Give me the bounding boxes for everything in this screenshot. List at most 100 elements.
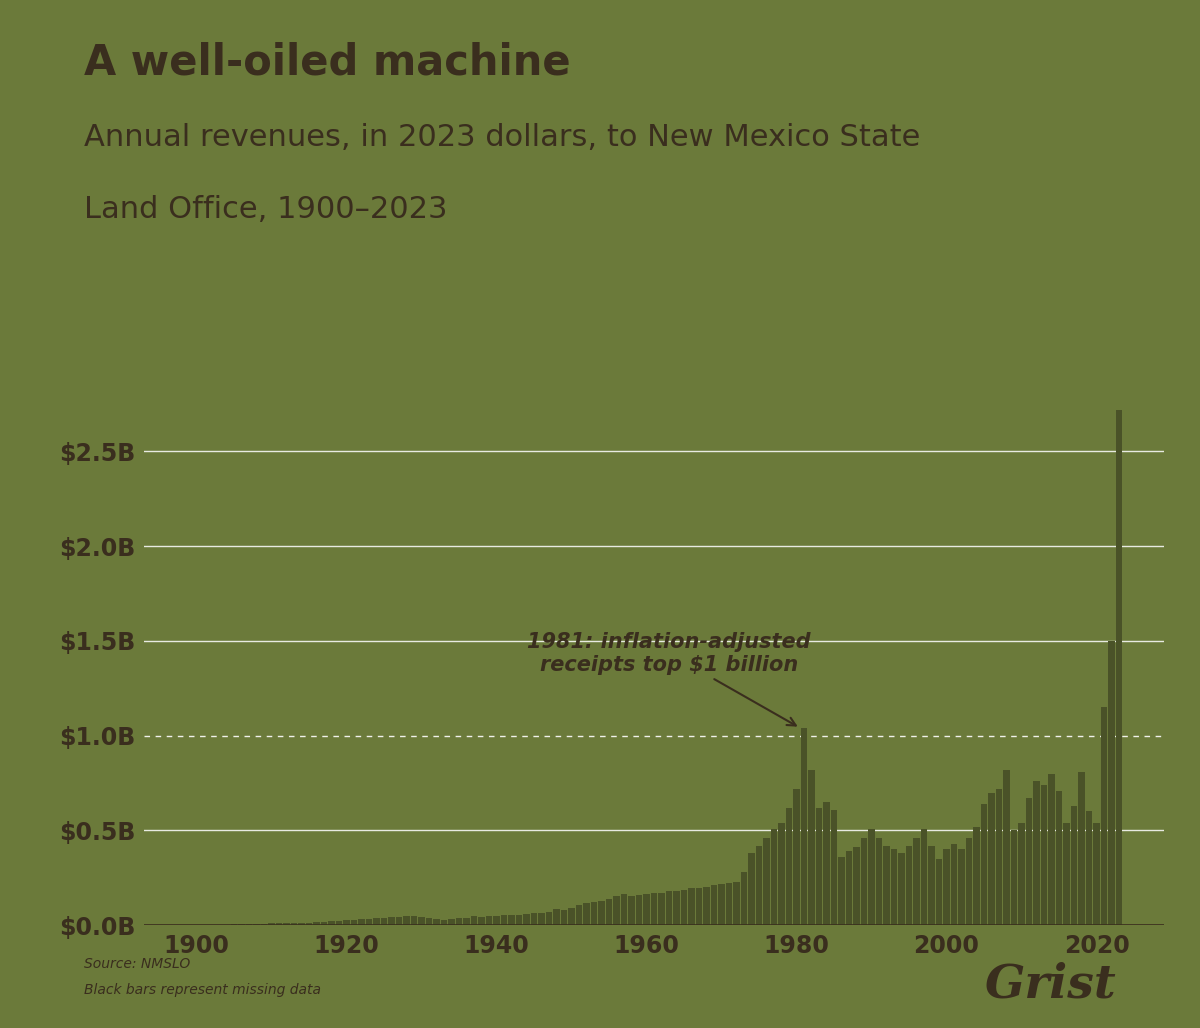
- Bar: [478, 917, 485, 925]
- Bar: [936, 858, 942, 925]
- Text: 1981: inflation-adjusted
receipts top $1 billion: 1981: inflation-adjusted receipts top $1…: [527, 632, 811, 726]
- Bar: [493, 916, 500, 925]
- Text: A well-oiled machine: A well-oiled machine: [84, 41, 571, 83]
- Bar: [320, 922, 328, 925]
- Bar: [726, 883, 732, 925]
- Bar: [1093, 822, 1100, 925]
- Bar: [396, 917, 402, 925]
- Bar: [418, 917, 425, 925]
- Bar: [703, 887, 710, 925]
- Bar: [598, 901, 605, 925]
- Bar: [898, 853, 905, 925]
- Bar: [688, 888, 695, 925]
- Bar: [966, 838, 972, 925]
- Bar: [508, 915, 515, 925]
- Bar: [846, 851, 852, 925]
- Text: Annual revenues, in 2023 dollars, to New Mexico State: Annual revenues, in 2023 dollars, to New…: [84, 123, 920, 152]
- Bar: [958, 849, 965, 925]
- Bar: [710, 885, 718, 925]
- Bar: [830, 810, 838, 925]
- Bar: [336, 921, 342, 925]
- Bar: [523, 914, 530, 925]
- Bar: [1070, 806, 1078, 925]
- Bar: [636, 895, 642, 925]
- Bar: [500, 915, 508, 925]
- Bar: [950, 844, 958, 925]
- Bar: [283, 923, 290, 925]
- Bar: [733, 882, 740, 925]
- Bar: [650, 893, 658, 925]
- Bar: [1086, 811, 1092, 925]
- Bar: [876, 838, 882, 925]
- Bar: [568, 908, 575, 925]
- Bar: [808, 770, 815, 925]
- Bar: [943, 849, 950, 925]
- Bar: [1040, 785, 1048, 925]
- Bar: [1063, 822, 1070, 925]
- Bar: [1048, 773, 1055, 925]
- Bar: [313, 922, 320, 925]
- Bar: [680, 889, 688, 925]
- Text: Land Office, 1900–2023: Land Office, 1900–2023: [84, 195, 448, 224]
- Bar: [560, 911, 568, 925]
- Bar: [1033, 781, 1040, 925]
- Bar: [350, 920, 358, 925]
- Bar: [786, 808, 792, 925]
- Bar: [756, 846, 762, 925]
- Bar: [883, 846, 890, 925]
- Bar: [388, 917, 395, 925]
- Bar: [868, 829, 875, 925]
- Bar: [996, 788, 1002, 925]
- Bar: [606, 900, 612, 925]
- Bar: [628, 895, 635, 925]
- Bar: [928, 846, 935, 925]
- Bar: [403, 917, 410, 925]
- Bar: [816, 808, 822, 925]
- Bar: [470, 916, 478, 925]
- Text: Black bars represent missing data: Black bars represent missing data: [84, 983, 322, 997]
- Bar: [778, 822, 785, 925]
- Bar: [260, 924, 268, 925]
- Bar: [823, 802, 830, 925]
- Bar: [440, 919, 448, 925]
- Bar: [290, 923, 298, 925]
- Bar: [793, 788, 800, 925]
- Bar: [516, 915, 522, 925]
- Bar: [546, 912, 552, 925]
- Bar: [1056, 791, 1062, 925]
- Bar: [433, 919, 440, 925]
- Bar: [246, 924, 252, 925]
- Bar: [380, 918, 388, 925]
- Bar: [643, 894, 650, 925]
- Bar: [988, 793, 995, 925]
- Bar: [590, 902, 598, 925]
- Bar: [1078, 772, 1085, 925]
- Bar: [973, 827, 980, 925]
- Bar: [1100, 707, 1108, 925]
- Bar: [576, 906, 582, 925]
- Bar: [980, 804, 988, 925]
- Bar: [448, 919, 455, 925]
- Bar: [770, 829, 778, 925]
- Bar: [658, 892, 665, 925]
- Bar: [1010, 831, 1018, 925]
- Bar: [740, 872, 748, 925]
- Bar: [906, 846, 912, 925]
- Bar: [1116, 409, 1122, 925]
- Bar: [613, 896, 620, 925]
- Bar: [748, 853, 755, 925]
- Bar: [298, 923, 305, 925]
- Text: Grist: Grist: [984, 961, 1116, 1007]
- Bar: [800, 728, 808, 925]
- Bar: [553, 909, 560, 925]
- Bar: [620, 894, 628, 925]
- Bar: [456, 918, 462, 925]
- Bar: [913, 838, 920, 925]
- Bar: [276, 923, 282, 925]
- Bar: [253, 924, 260, 925]
- Bar: [763, 838, 770, 925]
- Bar: [718, 884, 725, 925]
- Text: Source: NMSLO: Source: NMSLO: [84, 957, 191, 971]
- Bar: [358, 919, 365, 925]
- Bar: [673, 890, 680, 925]
